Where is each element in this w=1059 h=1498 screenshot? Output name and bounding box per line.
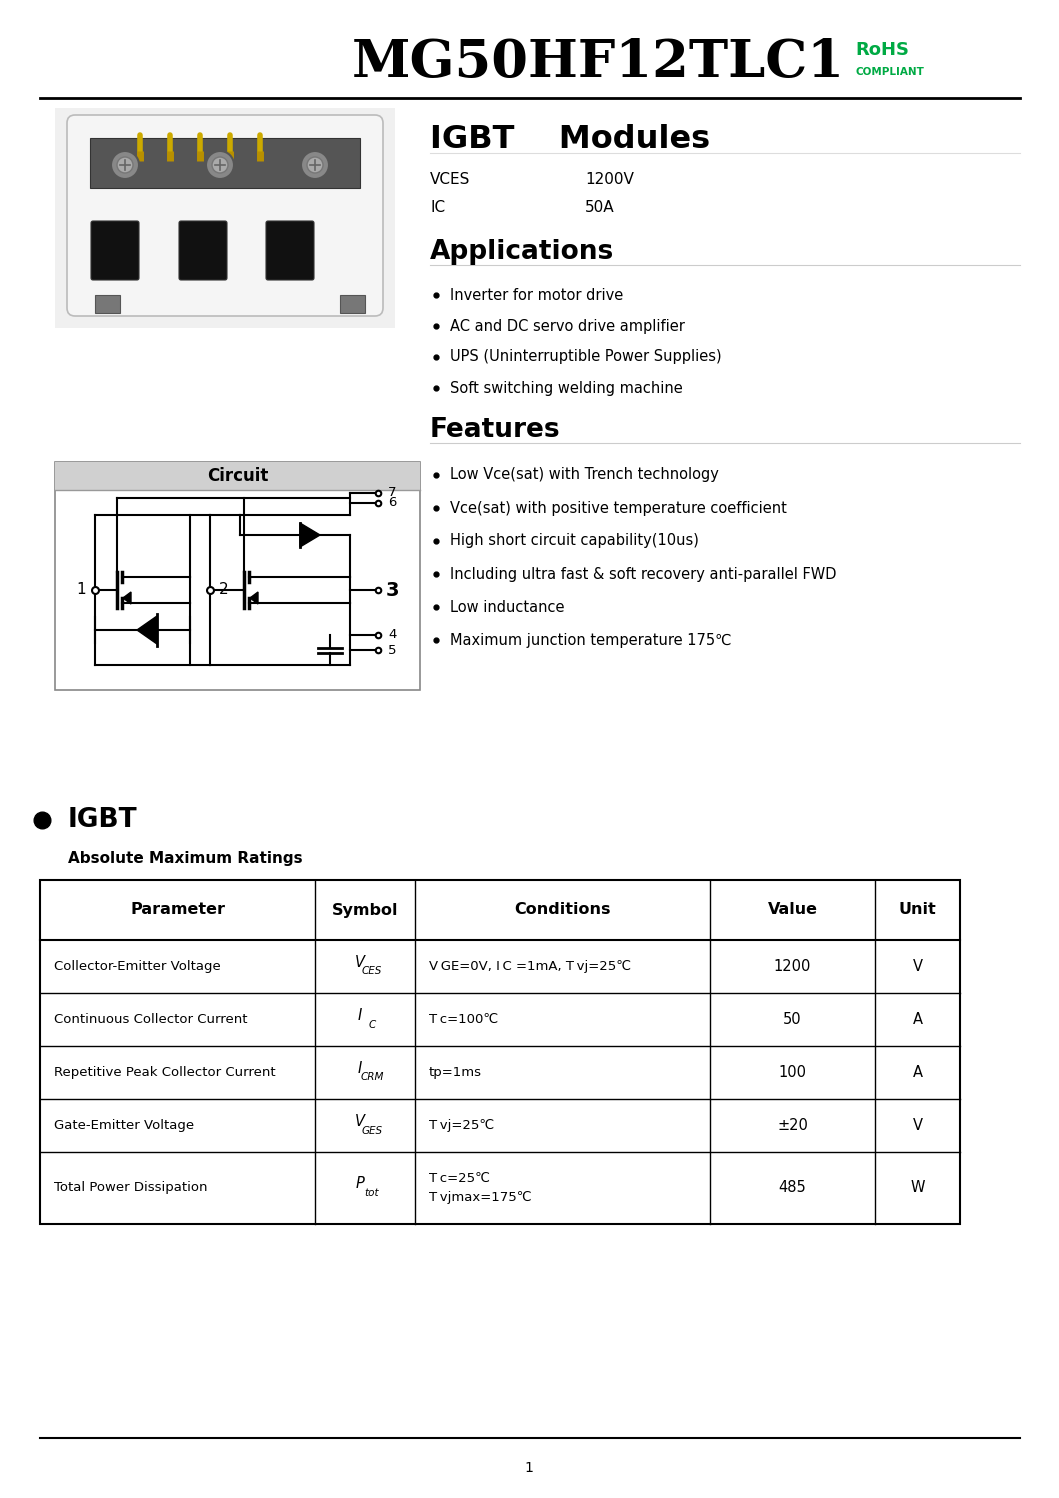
Bar	[90, 138, 360, 189]
Text: Features: Features	[430, 416, 560, 443]
Text: T c=25℃: T c=25℃	[429, 1171, 490, 1185]
Text: Gate-Emitter Voltage: Gate-Emitter Voltage	[54, 1119, 194, 1132]
Text: Low Vce(sat) with Trench technology: Low Vce(sat) with Trench technology	[450, 467, 719, 482]
Circle shape	[207, 151, 234, 178]
Text: Absolute Maximum Ratings: Absolute Maximum Ratings	[68, 851, 303, 866]
Circle shape	[301, 151, 329, 178]
Text: tp=1ms: tp=1ms	[429, 1067, 482, 1079]
Text: Conditions: Conditions	[515, 902, 611, 917]
Text: 4: 4	[388, 629, 396, 641]
Text: T c=100℃: T c=100℃	[429, 1013, 498, 1026]
Bar	[55, 461, 420, 691]
Bar	[55, 108, 395, 328]
Text: High short circuit capability(10us): High short circuit capability(10us)	[450, 533, 699, 548]
Text: Including ultra fast & soft recovery anti-parallel FWD: Including ultra fast & soft recovery ant…	[450, 566, 837, 581]
Text: 50A: 50A	[585, 201, 614, 216]
Text: W: W	[911, 1180, 925, 1195]
Text: Low inductance: Low inductance	[450, 599, 564, 614]
Text: V: V	[913, 959, 922, 974]
Bar	[55, 461, 420, 490]
Text: Inverter for motor drive: Inverter for motor drive	[450, 288, 624, 303]
Text: COMPLIANT: COMPLIANT	[855, 67, 923, 76]
Text: A: A	[913, 1013, 922, 1028]
Text: Circuit: Circuit	[207, 467, 268, 485]
Text: I: I	[358, 1008, 362, 1023]
Circle shape	[111, 151, 139, 178]
Text: T vj=25℃: T vj=25℃	[429, 1119, 495, 1132]
Text: 485: 485	[778, 1180, 806, 1195]
Text: IGBT    Modules: IGBT Modules	[430, 124, 711, 156]
Text: Soft switching welding machine: Soft switching welding machine	[450, 380, 683, 395]
Text: V: V	[355, 956, 365, 971]
Text: IGBT: IGBT	[68, 807, 138, 833]
Polygon shape	[123, 592, 131, 604]
Polygon shape	[137, 616, 157, 644]
Bar	[95, 295, 120, 313]
Text: CRM: CRM	[360, 1073, 383, 1083]
Text: P: P	[356, 1176, 364, 1191]
Polygon shape	[300, 523, 320, 547]
Polygon shape	[250, 592, 258, 604]
Text: 100: 100	[778, 1065, 807, 1080]
Text: MG50HF12TLC1: MG50HF12TLC1	[352, 36, 845, 87]
Text: V GE=0V, I C =1mA, T vj=25℃: V GE=0V, I C =1mA, T vj=25℃	[429, 960, 631, 974]
Text: Parameter: Parameter	[130, 902, 225, 917]
Text: 1200V: 1200V	[585, 172, 634, 187]
Text: VCES: VCES	[430, 172, 470, 187]
Text: 5: 5	[388, 644, 396, 656]
FancyBboxPatch shape	[91, 222, 139, 280]
Text: Maximum junction temperature 175℃: Maximum junction temperature 175℃	[450, 632, 732, 647]
FancyBboxPatch shape	[179, 222, 227, 280]
Text: 50: 50	[784, 1013, 802, 1028]
Text: Continuous Collector Current: Continuous Collector Current	[54, 1013, 248, 1026]
Text: tot: tot	[364, 1188, 379, 1198]
Text: Repetitive Peak Collector Current: Repetitive Peak Collector Current	[54, 1067, 275, 1079]
FancyBboxPatch shape	[266, 222, 315, 280]
Text: 6: 6	[388, 496, 396, 509]
Text: I: I	[358, 1061, 362, 1076]
Bar	[40, 879, 961, 1224]
Text: Collector-Emitter Voltage: Collector-Emitter Voltage	[54, 960, 220, 974]
Text: ±20: ±20	[777, 1118, 808, 1132]
Circle shape	[212, 157, 228, 172]
Text: Total Power Dissipation: Total Power Dissipation	[54, 1182, 208, 1194]
Text: C: C	[369, 1020, 376, 1029]
Text: A: A	[913, 1065, 922, 1080]
Bar	[340, 295, 365, 313]
Text: 1: 1	[76, 583, 86, 598]
Text: GES: GES	[361, 1125, 382, 1135]
Text: IC: IC	[430, 201, 445, 216]
Text: Applications: Applications	[430, 240, 614, 265]
Text: 2: 2	[219, 583, 229, 598]
Text: V: V	[355, 1115, 365, 1129]
Text: Value: Value	[768, 902, 818, 917]
Text: Vce(sat) with positive temperature coefficient: Vce(sat) with positive temperature coeff…	[450, 500, 787, 515]
Text: Unit: Unit	[899, 902, 936, 917]
Text: T vjmax=175℃: T vjmax=175℃	[429, 1191, 532, 1204]
Text: RoHS: RoHS	[855, 40, 909, 58]
Text: V: V	[913, 1118, 922, 1132]
Text: AC and DC servo drive amplifier: AC and DC servo drive amplifier	[450, 319, 685, 334]
Text: Symbol: Symbol	[331, 902, 398, 917]
Text: 1200: 1200	[774, 959, 811, 974]
Text: 3: 3	[385, 581, 399, 599]
Circle shape	[307, 157, 323, 172]
Text: 1: 1	[524, 1461, 534, 1476]
Circle shape	[116, 157, 133, 172]
Text: CES: CES	[362, 966, 382, 977]
FancyBboxPatch shape	[67, 115, 383, 316]
Text: UPS (Uninterruptible Power Supplies): UPS (Uninterruptible Power Supplies)	[450, 349, 721, 364]
Text: 7: 7	[388, 487, 396, 499]
